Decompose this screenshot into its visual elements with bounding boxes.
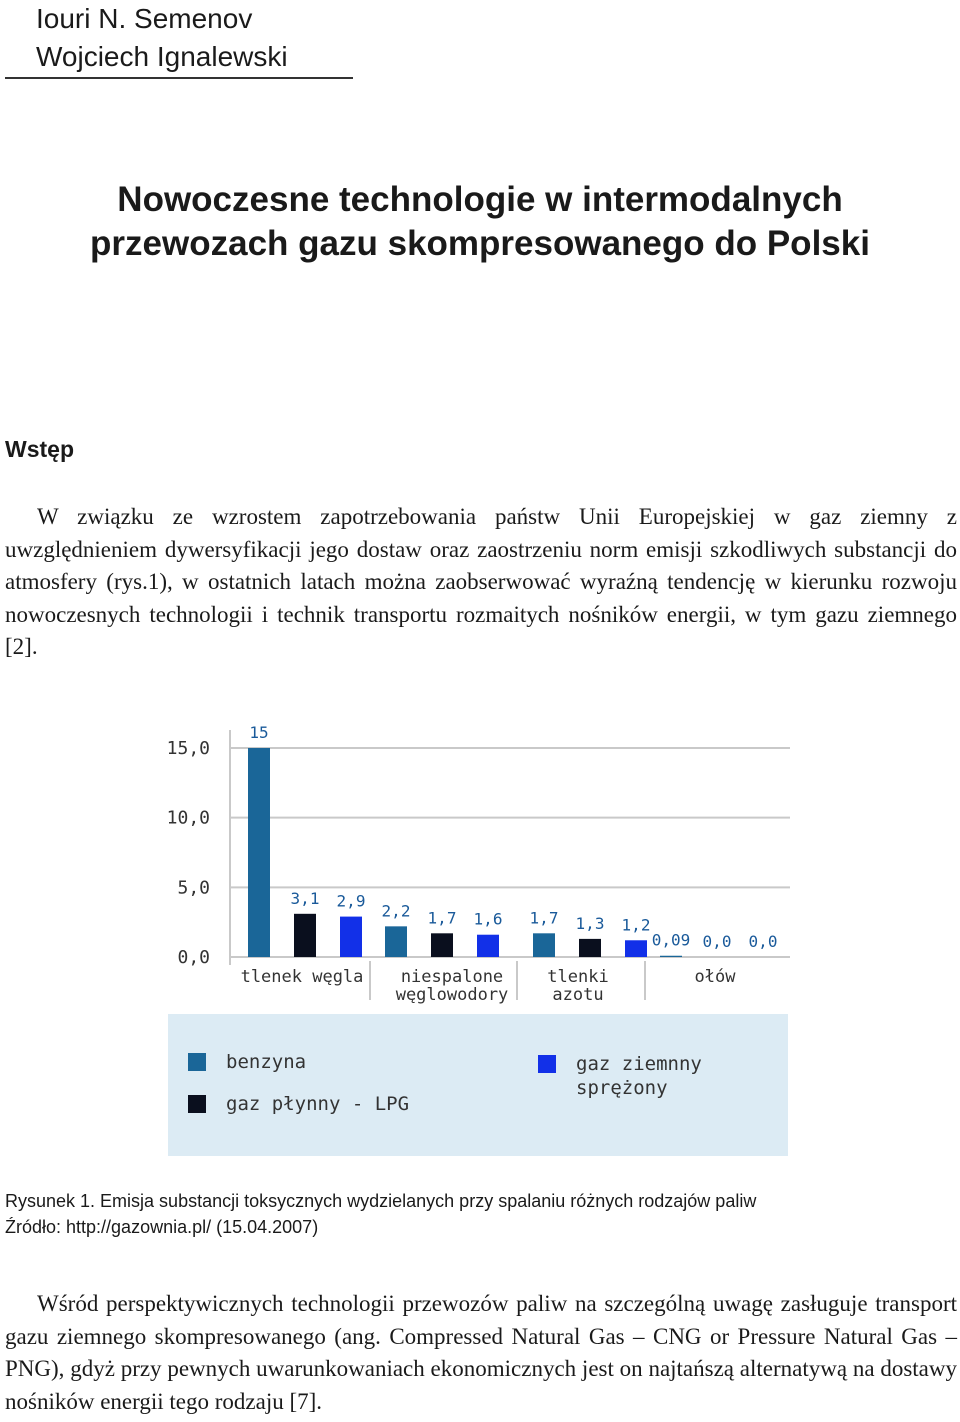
legend-label: gaz ziemnny xyxy=(576,1053,702,1075)
emission-bar-chart: 0,0 5,0 10,0 15,0 15 3,1 2,9 2,2 1,7 1,6 1,7 1,3 1,2… xyxy=(167,723,790,1005)
data-label: 1,7 xyxy=(530,908,559,927)
x-tick-label: tlenki xyxy=(547,967,608,987)
data-label: 1,3 xyxy=(576,914,605,933)
legend-label: benzyna xyxy=(226,1051,307,1073)
author-divider xyxy=(5,77,353,79)
y-tick-label: 10,0 xyxy=(167,808,210,829)
data-label: 2,9 xyxy=(337,892,366,911)
caption-text: Rysunek 1. Emisja substancji toksycznych… xyxy=(5,1191,757,1211)
data-label: 1,7 xyxy=(428,908,457,927)
bar xyxy=(248,748,270,957)
data-label: 2,2 xyxy=(382,901,411,920)
bar xyxy=(625,940,647,957)
legend-item: gaz ziemnny sprężony xyxy=(538,1052,702,1100)
article-title: Nowoczesne technologie w intermodalnych … xyxy=(0,178,960,266)
bar xyxy=(579,938,601,957)
title-line: Nowoczesne technologie w intermodalnych xyxy=(117,180,843,219)
y-tick-label: 15,0 xyxy=(167,738,210,759)
bar xyxy=(477,934,499,957)
data-label: 0,09 xyxy=(652,931,691,950)
paragraph: W związku ze wzrostem zapotrzebowania pa… xyxy=(5,501,957,664)
legend-swatch xyxy=(188,1095,206,1113)
data-label: 3,1 xyxy=(291,889,320,908)
paragraph-text: Wśród perspektywicznych technologii prze… xyxy=(5,1291,957,1414)
figure-caption: Rysunek 1. Emisja substancji toksycznych… xyxy=(5,1188,756,1240)
author-name: Iouri N. Semenov xyxy=(36,3,253,34)
x-tick-label: azotu xyxy=(552,985,603,1005)
x-tick-label: niespalone xyxy=(401,967,503,987)
bar xyxy=(294,913,316,957)
caption-source: Źródło: http://gazownia.pl/ (15.04.2007) xyxy=(5,1217,319,1237)
legend-item: gaz płynny - LPG xyxy=(188,1092,409,1116)
legend-swatch xyxy=(538,1055,556,1073)
data-label: 1,2 xyxy=(622,915,651,934)
x-tick-label: węglowodory xyxy=(396,985,509,1005)
author-name: Wojciech Ignalewski xyxy=(36,41,288,72)
data-label: 1,6 xyxy=(474,910,503,929)
y-tick-label: 0,0 xyxy=(177,947,210,968)
data-label: 0,0 xyxy=(703,932,732,951)
data-label: 15 xyxy=(249,723,268,742)
y-tick-label: 5,0 xyxy=(177,877,210,898)
title-line: przewozach gazu skompresowanego do Polsk… xyxy=(90,224,870,263)
legend-item: benzyna xyxy=(188,1050,306,1074)
x-tick-label: ołów xyxy=(695,967,737,987)
x-tick-label: tlenek węgla xyxy=(241,967,364,987)
data-label: 0,0 xyxy=(749,932,778,951)
bar xyxy=(533,933,555,957)
bar xyxy=(431,933,453,957)
legend-label: gaz płynny - LPG xyxy=(226,1093,410,1115)
chart-legend: benzyna gaz płynny - LPG gaz ziemnny spr… xyxy=(168,1014,788,1156)
legend-swatch xyxy=(188,1053,206,1071)
bar xyxy=(340,916,362,957)
bar xyxy=(660,955,682,957)
authors: Iouri N. Semenov Wojciech Ignalewski xyxy=(36,0,288,76)
section-heading: Wstęp xyxy=(5,436,74,462)
paragraph: Wśród perspektywicznych technologii prze… xyxy=(5,1288,957,1418)
legend-label: sprężony xyxy=(576,1077,668,1099)
paragraph-text: W związku ze wzrostem zapotrzebowania pa… xyxy=(5,504,957,660)
legend-label-group: gaz ziemnny sprężony xyxy=(576,1052,702,1100)
bar xyxy=(385,926,407,957)
